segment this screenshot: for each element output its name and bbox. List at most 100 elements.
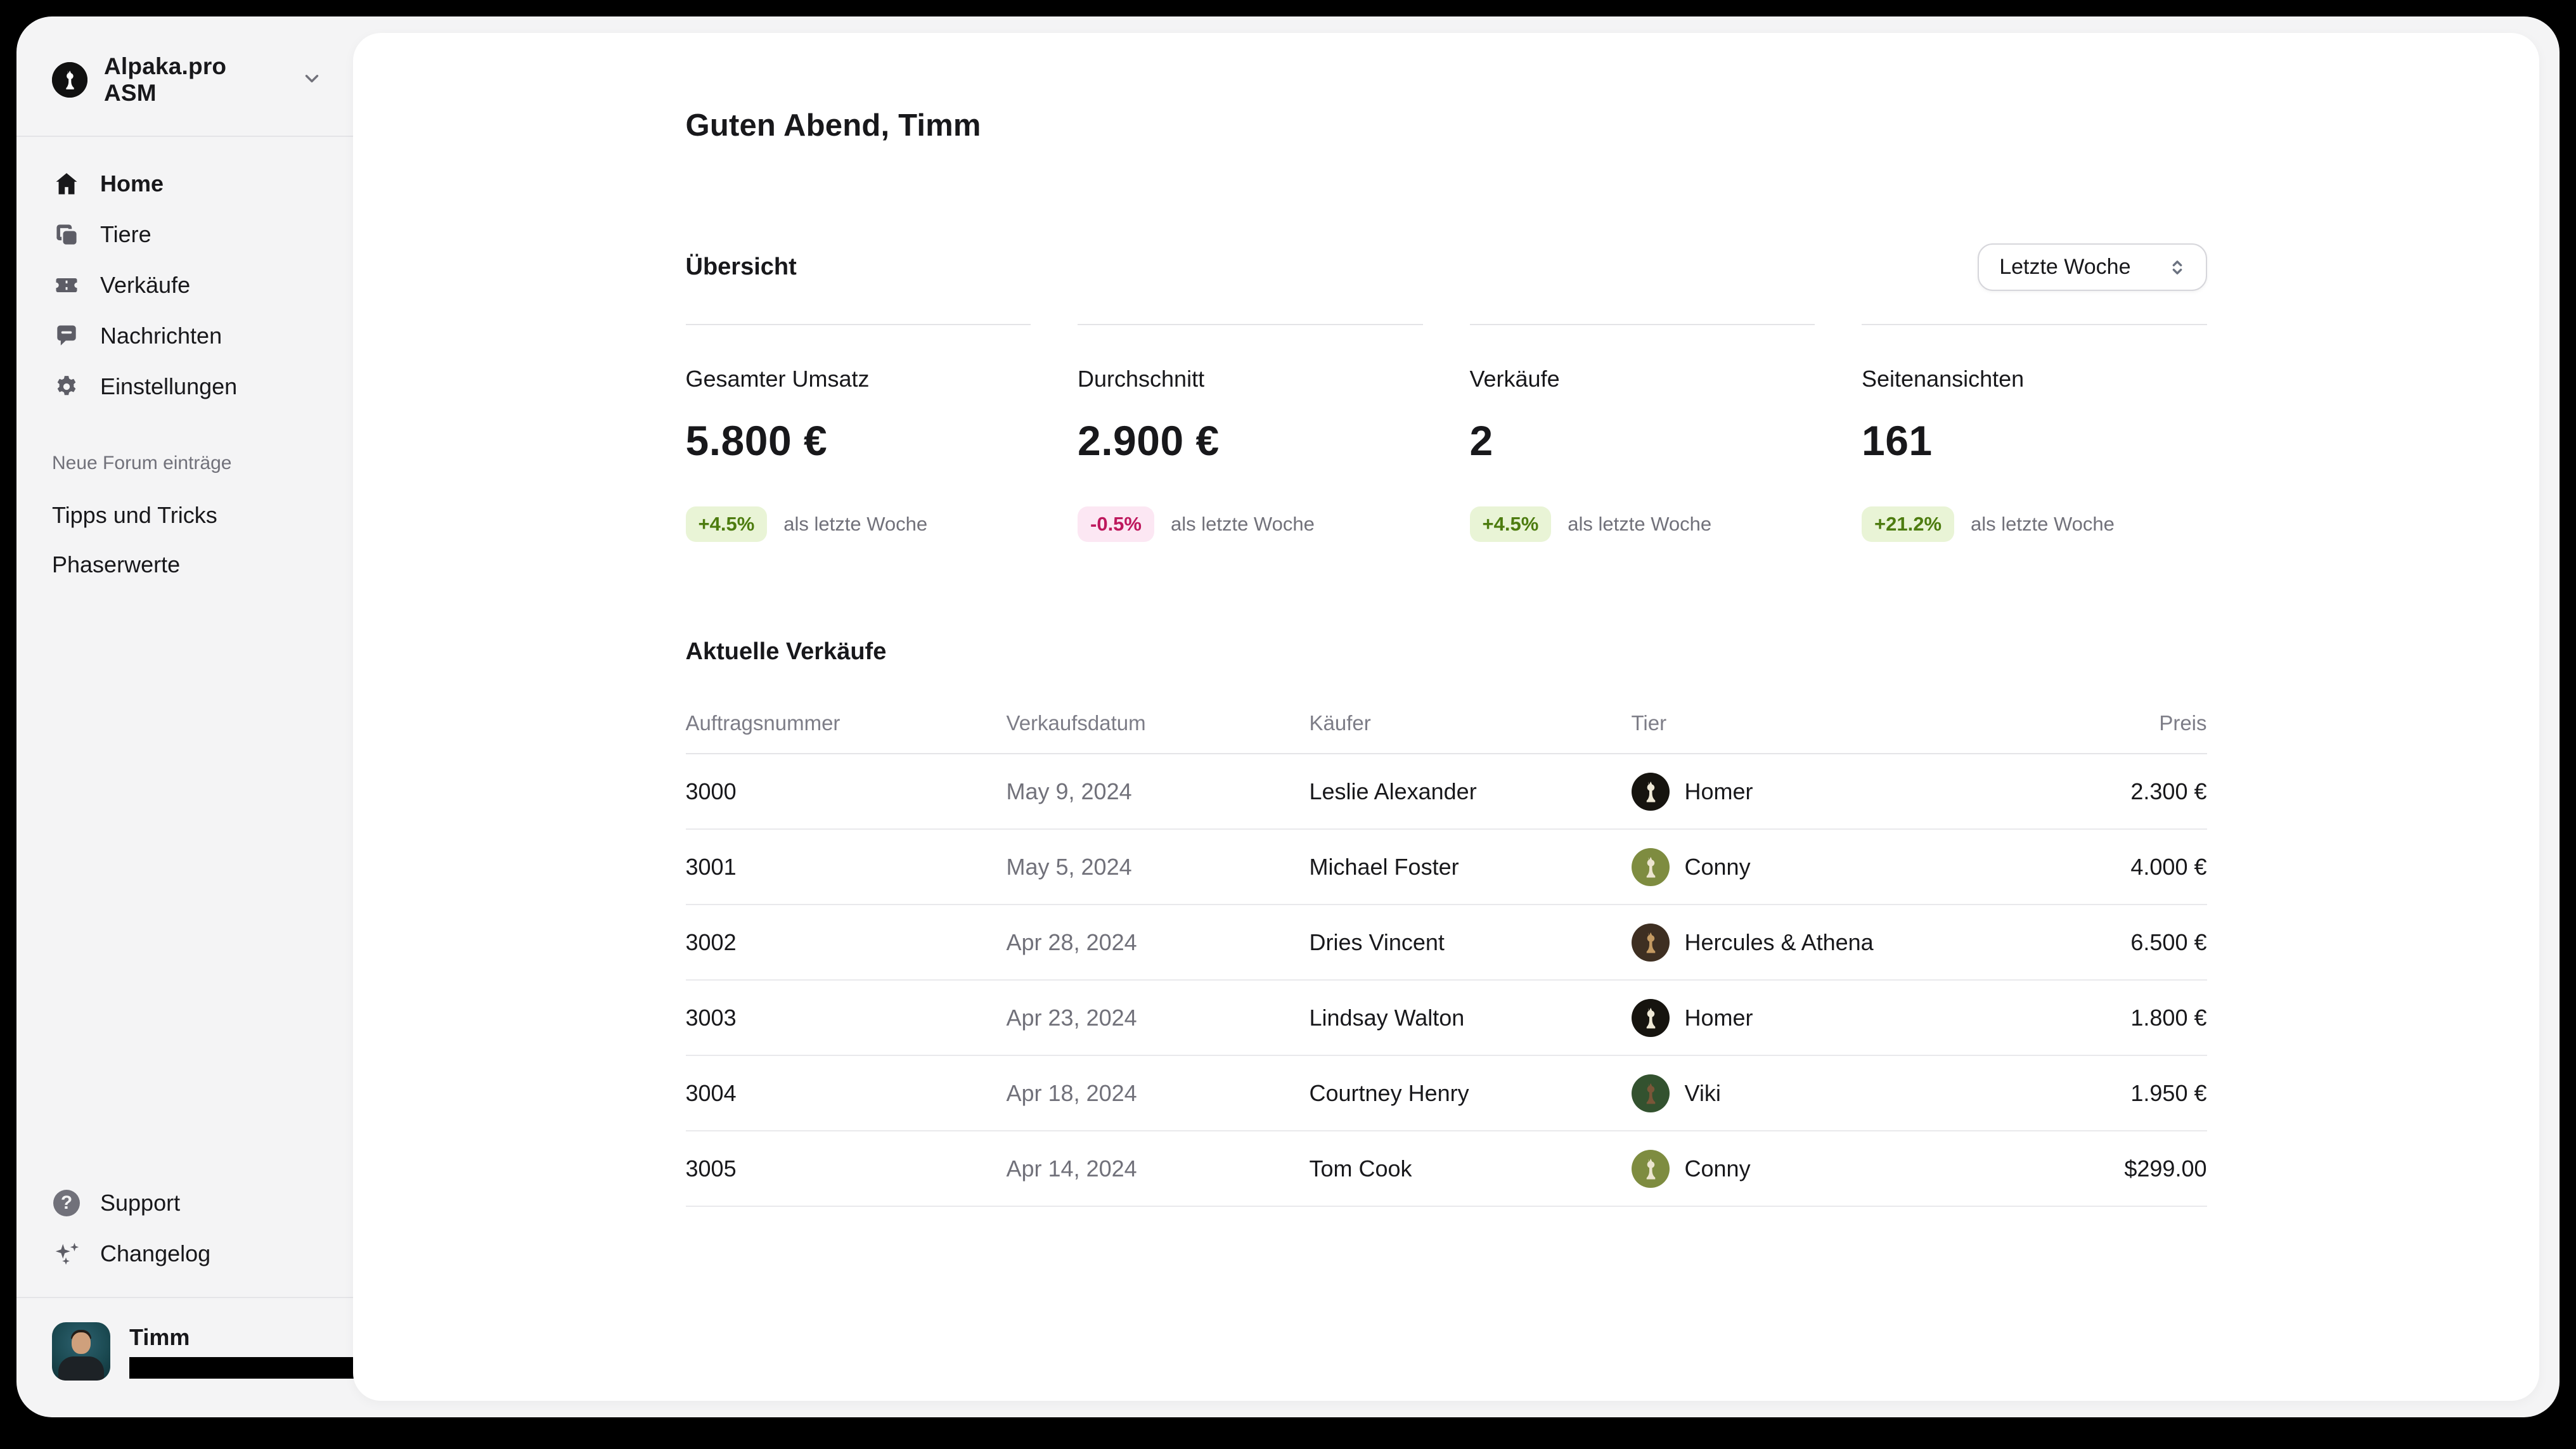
user-avatar [52,1322,110,1381]
cell-animal: Viki [1631,1074,2012,1112]
cell-price: 6.500 € [2130,929,2207,955]
cell-buyer: Lindsay Walton [1309,1004,1465,1031]
alpaca-silhouette-icon [1646,781,1655,802]
sidebar-divider [16,136,353,137]
cell-price: 2.300 € [2130,778,2207,804]
user-menu[interactable]: Timm [16,1298,402,1417]
column-header-kaeufer: Käufer [1309,711,1371,735]
cell-order-number: 3000 [685,778,737,804]
alpaca-silhouette-icon [1646,1007,1655,1028]
column-header-tier: Tier [1631,711,1667,735]
forum-section: Neue Forum einträge Tipps und Tricks Pha… [16,412,353,589]
alpaca-silhouette-icon [1646,856,1655,877]
table-row[interactable]: 3005 Apr 14, 2024 Tom Cook Conny $299.00 [685,1131,2207,1207]
animal-name: Conny [1684,853,1751,880]
cell-order-number: 3005 [685,1155,737,1182]
forum-item-tipps[interactable]: Tipps und Tricks [52,502,217,528]
table-row[interactable]: 3002 Apr 28, 2024 Dries Vincent Hercules… [685,905,2207,981]
stat-value: 5.800 € [685,417,828,464]
animal-name: Hercules & Athena [1684,929,1874,955]
animal-avatar [1631,847,1670,886]
sidebar-item-changelog[interactable]: Changelog [52,1228,328,1279]
cell-animal: Homer [1631,772,2012,811]
period-select[interactable]: Letzte Woche [1978,243,2207,291]
sales-title: Aktuelle Verkäufe [685,638,887,665]
sidebar-item-einstellungen[interactable]: Einstellungen [52,361,328,412]
table-row[interactable]: 3000 May 9, 2024 Leslie Alexander Homer … [685,754,2207,830]
cell-order-number: 3001 [685,853,737,880]
stat-compare-text: als letzte Woche [1971,513,2115,535]
animal-name: Homer [1684,778,1753,804]
sales-table-header: Auftragsnummer Verkaufsdatum Käufer Tier… [685,693,2207,754]
help-icon: ? [52,1188,81,1218]
stat-label: Seitenansichten [1862,366,2025,392]
cell-order-number: 3004 [685,1079,737,1106]
animal-avatar [1631,998,1670,1037]
cell-animal: Hercules & Athena [1631,923,2012,962]
forum-section-label: Neue Forum einträge [52,453,232,473]
animal-avatar [1631,772,1670,811]
stat-change-badge: +4.5% [685,506,768,542]
sales-table: Auftragsnummer Verkaufsdatum Käufer Tier… [685,693,2207,1207]
sidebar-item-support[interactable]: ? Support [52,1178,328,1228]
animal-avatar [1631,1149,1670,1188]
table-row[interactable]: 3001 May 5, 2024 Michael Foster Conny 4.… [685,830,2207,905]
sidebar-item-tiere[interactable]: Tiere [52,209,328,260]
alpaka-logo-icon [52,62,87,98]
animal-name: Homer [1684,1004,1753,1031]
stat-change-badge: +4.5% [1469,506,1552,542]
chevron-down-icon [301,68,323,93]
cell-buyer: Michael Foster [1309,853,1459,880]
cell-buyer: Dries Vincent [1309,929,1445,955]
cell-sale-date: May 5, 2024 [1006,853,1132,880]
sparkles-icon [52,1239,81,1268]
alpaca-silhouette-icon [1646,932,1655,953]
sidebar-item-verkaeufe[interactable]: Verkäufe [52,260,328,311]
sidebar-item-home[interactable]: Home [52,158,328,209]
ticket-icon [52,271,81,300]
workspace-switcher[interactable]: Alpaka.pro ASM [16,16,353,136]
chevron-up-down-icon [2172,260,2182,274]
stat-card: Gesamter Umsatz 5.800 € +4.5% als letzte… [685,324,1031,542]
cell-sale-date: Apr 14, 2024 [1006,1155,1137,1182]
sidebar-item-label: Support [100,1190,181,1216]
cell-animal: Conny [1631,847,2012,886]
cell-buyer: Courtney Henry [1309,1079,1469,1106]
copy-icon [52,220,81,249]
stat-value: 2 [1469,417,1493,464]
sidebar-divider [16,1297,353,1298]
home-icon [52,169,81,198]
cell-price: 1.950 € [2130,1079,2207,1106]
stat-label: Verkäufe [1469,366,1560,392]
cell-price: 1.800 € [2130,1004,2207,1031]
sidebar-item-label: Home [100,171,164,196]
sidebar-item-nachrichten[interactable]: Nachrichten [52,311,328,361]
cell-sale-date: May 9, 2024 [1006,778,1132,804]
cell-animal: Conny [1631,1149,2012,1188]
table-row[interactable]: 3004 Apr 18, 2024 Courtney Henry Viki 1.… [685,1056,2207,1131]
column-header-verkaufsdatum: Verkaufsdatum [1006,711,1146,735]
alpaca-silhouette-icon [1646,1083,1655,1104]
stat-label: Durchschnitt [1078,366,1205,392]
user-name: Timm [129,1324,190,1350]
column-header-preis: Preis [2159,711,2207,735]
sidebar-item-label: Tiere [100,221,151,247]
stat-card: Durchschnitt 2.900 € -0.5% als letzte Wo… [1078,324,1423,542]
cell-sale-date: Apr 28, 2024 [1006,929,1137,955]
stats-grid: Gesamter Umsatz 5.800 € +4.5% als letzte… [685,324,2207,542]
stat-label: Gesamter Umsatz [685,366,870,392]
cell-price: 4.000 € [2130,853,2207,880]
stat-compare-text: als letzte Woche [1170,513,1315,535]
column-header-auftragsnummer: Auftragsnummer [685,711,840,735]
cell-buyer: Leslie Alexander [1309,778,1477,804]
sales-table-body: 3000 May 9, 2024 Leslie Alexander Homer … [685,754,2207,1207]
stat-change-badge: -0.5% [1078,506,1154,542]
animal-name: Conny [1684,1155,1751,1182]
sidebar-item-label: Changelog [100,1240,211,1266]
stat-change-badge: +21.2% [1862,506,1955,542]
forum-item-phaserwerte[interactable]: Phaserwerte [52,551,181,577]
cell-sale-date: Apr 18, 2024 [1006,1079,1137,1106]
table-row[interactable]: 3003 Apr 23, 2024 Lindsay Walton Homer 1… [685,981,2207,1056]
cell-sale-date: Apr 23, 2024 [1006,1004,1137,1031]
animal-name: Viki [1684,1079,1721,1106]
